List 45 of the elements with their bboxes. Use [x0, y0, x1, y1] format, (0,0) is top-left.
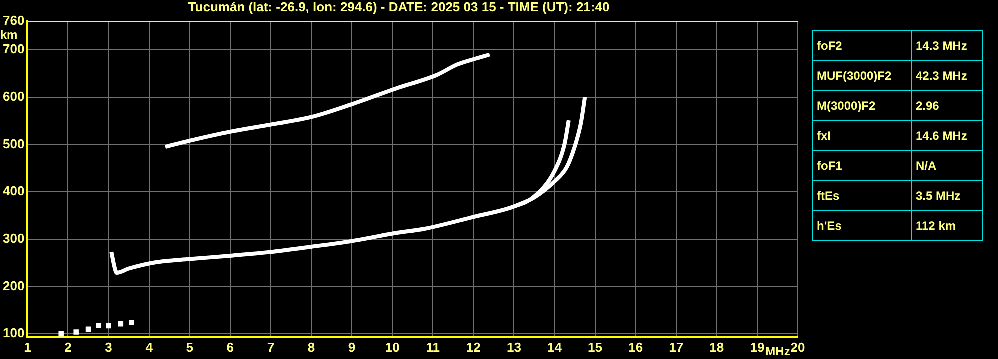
- text: fxI: [812, 120, 912, 150]
- text: 2.96: [912, 90, 982, 120]
- y-tick-label: 400: [2, 184, 25, 199]
- x-tick-label: 16: [628, 340, 644, 355]
- x-tick-label: 17: [669, 340, 684, 355]
- y-tick-label: 760: [2, 13, 25, 28]
- x-tick-label: 2: [64, 340, 72, 355]
- y-tick-label: 300: [2, 230, 25, 246]
- x-tick-label: 18: [710, 340, 724, 355]
- text: 14.3 MHz: [912, 30, 982, 60]
- text: MUF(3000)F2: [812, 60, 912, 90]
- x-tick-label: 1: [24, 340, 32, 355]
- x-tick-label: 5: [186, 340, 194, 355]
- x-tick-label: 4: [146, 340, 154, 355]
- x-tick-label: 3: [105, 340, 112, 355]
- y-tick-label: 600: [2, 88, 25, 104]
- x-tick-label: 11: [426, 340, 440, 355]
- y-tick-label: 200: [2, 278, 25, 294]
- text: 112 km: [912, 210, 982, 240]
- text: ftEs: [812, 180, 912, 210]
- x-tick-label: 9: [348, 340, 356, 355]
- x-tick-label: 13: [506, 340, 522, 355]
- text: 42.3 MHz: [912, 60, 982, 90]
- text: foF1: [812, 150, 912, 180]
- text: foF2: [812, 30, 912, 60]
- x-tick-label: 8: [308, 340, 316, 355]
- y-axis-title: km: [0, 28, 18, 42]
- text: M(3000)F2: [812, 90, 912, 120]
- x-tick-label: 15: [588, 340, 603, 355]
- text: 3.5 MHz: [912, 180, 982, 210]
- x-tick-label: 12: [466, 340, 481, 355]
- y-tick-label: 500: [2, 136, 25, 152]
- x-tick-label: 19: [750, 340, 765, 355]
- chart-title: Tucumán (lat: -26.9, lon: 294.6) - DATE: 2025 03 15 - TIME (UT): 21:40: [188, 0, 610, 14]
- x-tick-label: 10: [385, 340, 400, 355]
- x-axis-title: MHz: [766, 344, 790, 358]
- text: 14.6 MHz: [912, 120, 982, 150]
- text: N/A: [912, 150, 982, 180]
- y-tick-label: 700: [2, 42, 25, 57]
- x-tick-label: 6: [226, 340, 234, 355]
- x-tick-label: 7: [267, 340, 275, 355]
- y-tick-label: 100: [2, 326, 25, 341]
- x-tick-label: 14: [548, 340, 563, 355]
- text: h'Es: [812, 210, 912, 240]
- x-tick-label: 20: [790, 340, 806, 355]
